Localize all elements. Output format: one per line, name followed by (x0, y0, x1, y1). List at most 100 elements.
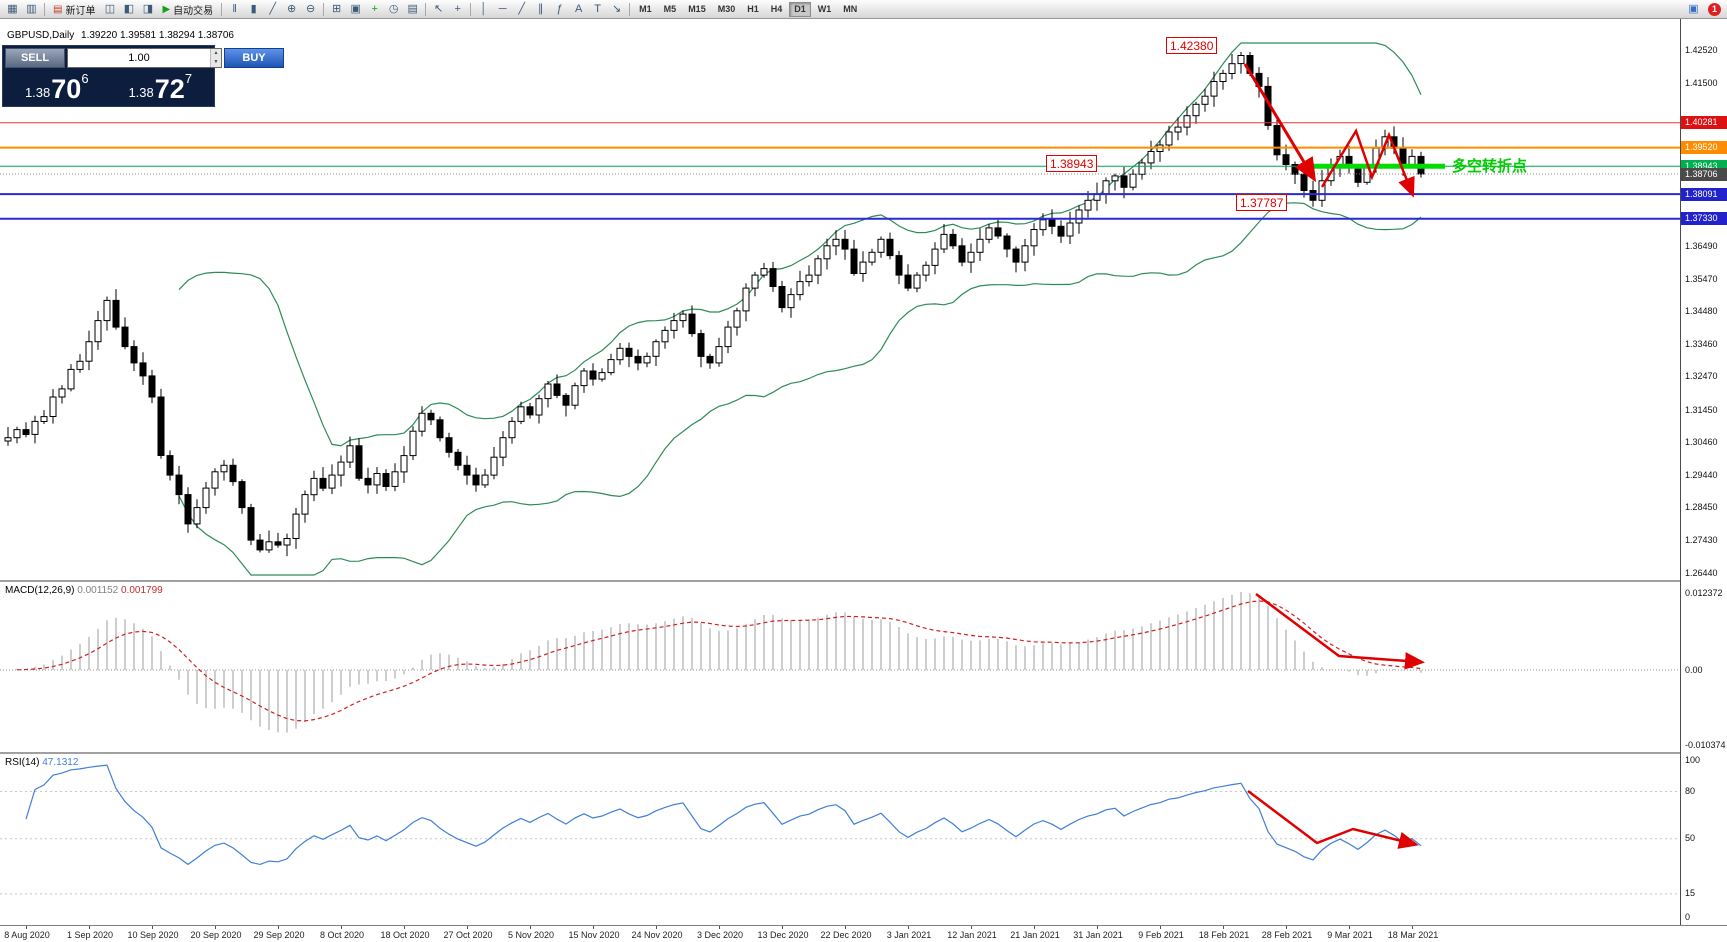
sell-price-point: 6 (81, 71, 89, 86)
timeframe-d1-button[interactable]: D1 (789, 1, 811, 17)
sell-price-pips: 70 (51, 74, 82, 104)
time-tick (971, 926, 972, 929)
sell-price-display[interactable]: 1.38 70 6 (5, 68, 109, 104)
time-tick (152, 926, 153, 929)
crosshair-icon[interactable]: + (454, 2, 461, 15)
time-tick (467, 926, 468, 929)
timeframe-h1-button[interactable]: H1 (742, 2, 764, 17)
volume-increase-button[interactable]: ▲ (211, 49, 221, 58)
date-label: 18 Mar 2021 (1387, 930, 1439, 940)
price-tag-1.40281: 1.40281 (1681, 116, 1727, 130)
text-icon[interactable]: A (574, 2, 583, 15)
time-tick (1349, 926, 1350, 929)
macd-panel-canvas[interactable] (0, 582, 1680, 752)
rsi-forecast-arrow[interactable] (1247, 790, 1419, 849)
macd-forecast-arrow[interactable] (1255, 592, 1425, 670)
date-label: 24 Nov 2020 (631, 930, 683, 940)
sell-button[interactable]: SELL (5, 48, 65, 68)
zoom-out-icon[interactable]: ⊖ (306, 2, 316, 15)
time-tick (719, 926, 720, 929)
trade-prices-row: 1.38 70 6 1.38 72 7 (5, 68, 212, 104)
sell-price-figure: 1.38 (24, 85, 51, 100)
zoom-in-icon[interactable]: ⊕ (287, 2, 297, 15)
pivot-note-text[interactable]: 多空转折点 (1452, 158, 1528, 175)
price-axis[interactable]: 1.42520 1.41500 1.36490 1.35470 1.34480 1.334… (1680, 19, 1727, 925)
candlestick-chart-icon[interactable]: ▮ (250, 2, 257, 15)
price-tag-1.39520: 1.39520 (1681, 141, 1727, 155)
fibonacci-icon[interactable]: ƒ (556, 2, 563, 15)
axis-price-1.32470: 1.32470 (1685, 371, 1718, 382)
chart-profiles-icon[interactable]: ▥ (26, 2, 37, 15)
date-label: 21 Jan 2021 (1010, 930, 1060, 940)
time-axis[interactable]: 8 Aug 2020 1 Sep 2020 10 Sep 2020 20 Sep 20… (0, 925, 1727, 942)
axis-price-1.35470: 1.35470 (1685, 273, 1718, 284)
downtrend-arrow[interactable] (1243, 63, 1317, 183)
toolbar-separator (629, 2, 631, 16)
timeframe-w1-button[interactable]: W1 (813, 2, 837, 17)
navigator-icon[interactable]: ◧ (123, 2, 135, 15)
arrow-tools-icon[interactable]: ↘ (612, 2, 622, 15)
auto-trading-button[interactable]: ▶ 自动交易 (158, 1, 217, 17)
date-label: 9 Mar 2021 (1327, 930, 1373, 940)
axis-price-1.41500: 1.41500 (1685, 77, 1718, 88)
auto-trading-button-label: 自动交易 (173, 5, 214, 17)
macd-histogram (16, 592, 1422, 733)
volume-decrease-button[interactable]: ▼ (211, 58, 221, 67)
tile-windows-icon[interactable]: ⊞ (332, 2, 342, 15)
date-label: 27 Oct 2020 (443, 930, 493, 940)
breakout-price-label[interactable]: 1.38943 (1046, 155, 1098, 172)
market-watch-icon[interactable]: ◫ (104, 2, 116, 15)
chart-shift-icon[interactable]: ▣ (1688, 2, 1699, 15)
peak-price-label[interactable]: 1.42380 (1166, 37, 1218, 54)
text-label-icon[interactable]: T (594, 2, 602, 15)
rsi-panel-canvas[interactable] (0, 754, 1680, 924)
buy-price-display[interactable]: 1.38 72 7 (109, 68, 213, 104)
period-clock-icon[interactable]: ◷ (388, 2, 399, 15)
cursor-icon[interactable]: ↖ (434, 2, 444, 15)
main-toolbar: ▦ ▥ ▤ 新订单 ◫ ◧ ◨ ▶ 自动交易 ‖ ▮ ╱ ⊕ ⊖ ⊞ ▣ + ◷ ▤ ↖ + │ ─ ╱ ∥ ƒ A T ↘ M1 M5 M1… (0, 0, 1727, 19)
cascade-windows-icon[interactable]: ▣ (350, 2, 361, 15)
vertical-line-icon[interactable]: │ (480, 2, 488, 15)
equidistant-channel-icon[interactable]: ∥ (537, 2, 544, 15)
rsi-value: 47.1312 (42, 757, 79, 768)
bollinger-upper-band (178, 42, 1422, 447)
templates-icon[interactable]: ▤ (407, 2, 418, 15)
timeframe-mn-button[interactable]: MN (838, 2, 862, 17)
time-tick (782, 926, 783, 929)
trendline-icon[interactable]: ╱ (518, 2, 525, 15)
timeframe-m30-button[interactable]: M30 (713, 2, 741, 17)
timeframe-m15-button[interactable]: M15 (683, 2, 711, 17)
new-order-plus-icon[interactable]: + (371, 2, 378, 15)
date-label: 31 Jan 2021 (1073, 930, 1123, 940)
ohlc-bars-icon[interactable]: ‖ (232, 2, 237, 15)
volume-input[interactable] (68, 49, 210, 67)
new-chart-icon[interactable]: ▦ (7, 2, 18, 15)
horizontal-line-icon[interactable]: ─ (498, 2, 507, 15)
toolbar-separator (44, 2, 45, 16)
line-chart-icon[interactable]: ╱ (269, 2, 276, 15)
buy-button[interactable]: BUY (224, 48, 284, 68)
time-tick (530, 926, 531, 929)
new-order-button-label: 新订单 (65, 5, 96, 17)
timeframe-m5-button[interactable]: M5 (659, 2, 682, 17)
forecast-zigzag-arrow[interactable] (1320, 128, 1415, 198)
terminal-icon[interactable]: ◨ (142, 2, 154, 15)
support-price-label[interactable]: 1.37787 (1236, 194, 1288, 211)
toolbar-separator (323, 2, 325, 16)
panel-divider-rsi[interactable] (0, 752, 1727, 754)
ohlc-values: 1.39220 1.39581 1.38294 1.38706 (81, 30, 234, 41)
timeframe-h4-button[interactable]: H4 (766, 2, 788, 17)
axis-price-0: 0 (1685, 912, 1691, 922)
toolbar-separator (221, 2, 223, 16)
timeframe-m1-button[interactable]: M1 (634, 2, 657, 17)
time-tick (1097, 926, 1098, 929)
panel-divider-macd[interactable] (0, 580, 1727, 582)
price-tag-1.38706: 1.38706 (1681, 167, 1727, 181)
bull-candles (4, 55, 1416, 551)
new-order-button[interactable]: ▤ 新订单 (49, 1, 99, 17)
main-chart-canvas[interactable] (0, 19, 1680, 580)
notifications-badge[interactable]: 1 (1708, 2, 1721, 16)
date-label: 5 Nov 2020 (507, 930, 555, 940)
rsi-line (25, 764, 1422, 866)
